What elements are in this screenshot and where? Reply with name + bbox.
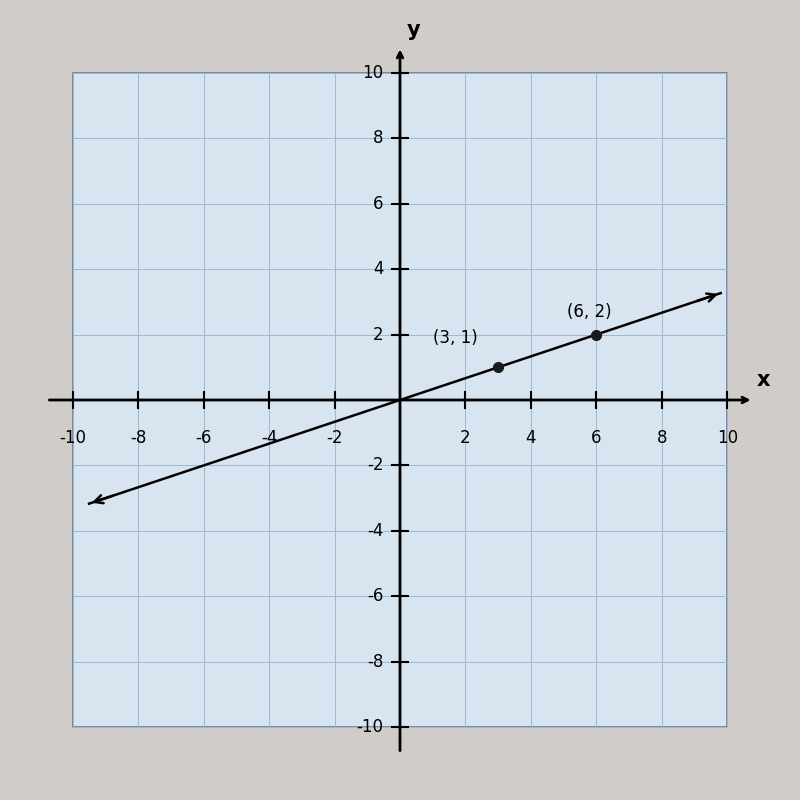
Text: -8: -8 <box>130 430 146 447</box>
Text: (3, 1): (3, 1) <box>433 329 478 346</box>
Text: -8: -8 <box>367 653 384 671</box>
Text: 8: 8 <box>657 430 667 447</box>
Text: 6: 6 <box>591 430 602 447</box>
Text: -4: -4 <box>367 522 384 540</box>
Text: -6: -6 <box>367 587 384 606</box>
Text: 8: 8 <box>373 129 384 147</box>
Text: -4: -4 <box>261 430 278 447</box>
Text: x: x <box>757 370 770 390</box>
Text: 4: 4 <box>373 260 384 278</box>
Text: -2: -2 <box>326 430 342 447</box>
Text: 6: 6 <box>373 194 384 213</box>
Text: -6: -6 <box>195 430 212 447</box>
Text: (6, 2): (6, 2) <box>567 302 611 321</box>
Text: 10: 10 <box>362 64 384 82</box>
Text: 2: 2 <box>373 326 384 343</box>
Text: -10: -10 <box>59 430 86 447</box>
Text: 10: 10 <box>717 430 738 447</box>
Text: y: y <box>406 20 420 40</box>
Text: 2: 2 <box>460 430 470 447</box>
Text: -2: -2 <box>367 457 384 474</box>
Text: -10: -10 <box>357 718 384 736</box>
Text: 4: 4 <box>526 430 536 447</box>
